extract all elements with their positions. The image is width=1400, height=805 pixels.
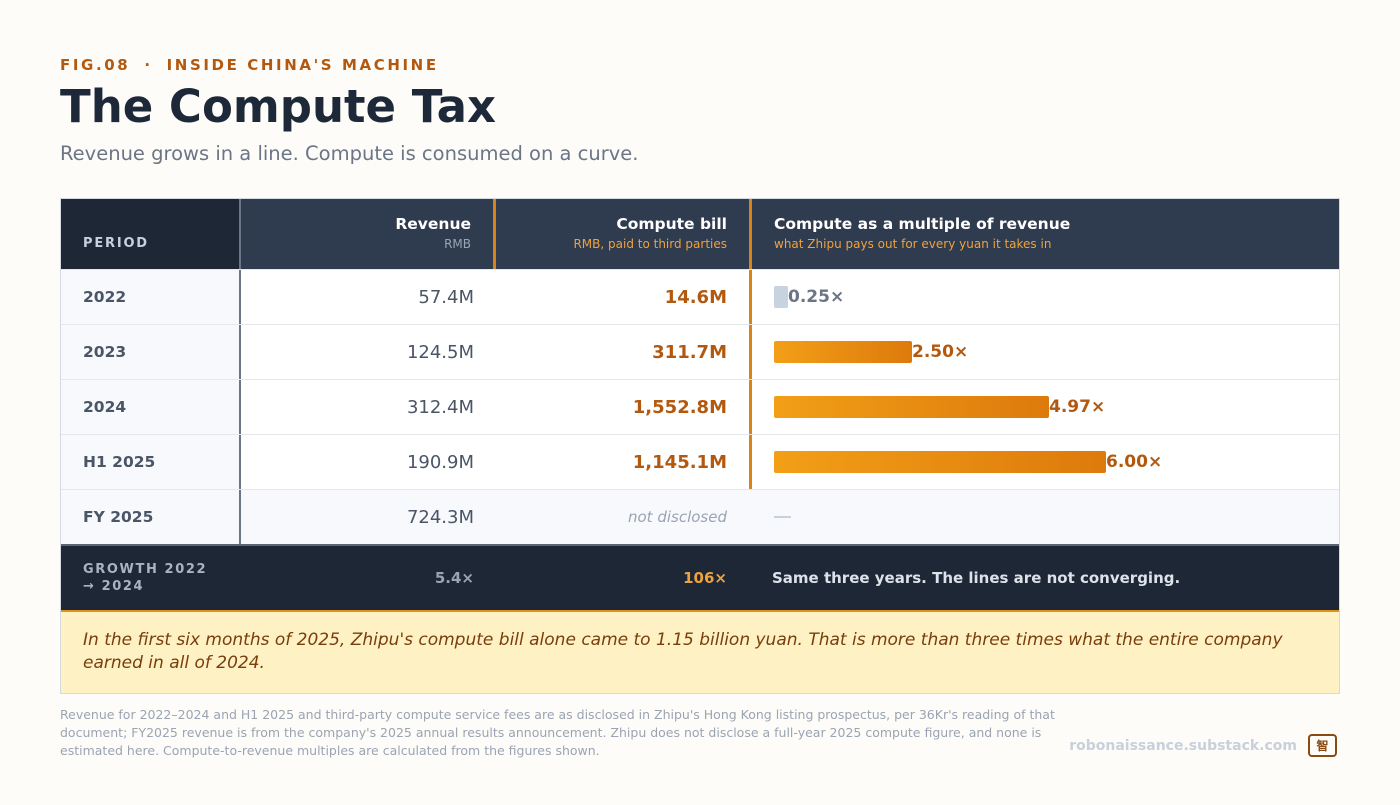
row-compute: not disclosed bbox=[628, 508, 727, 526]
page-subtitle: Revenue grows in a line. Compute is cons… bbox=[60, 142, 639, 165]
header-compute: Compute bill RMB, paid to third parties bbox=[496, 199, 752, 269]
table-row: FY 2025 724.3M not disclosed bbox=[61, 489, 1339, 544]
multiple-label: 2.50× bbox=[912, 342, 969, 362]
header-compute-label: Compute bill bbox=[616, 215, 727, 233]
header-multiple-label: Compute as a multiple of revenue bbox=[774, 215, 1071, 233]
multiple-bar bbox=[774, 396, 1049, 418]
row-multiple: 4.97× bbox=[752, 396, 1339, 418]
row-period: 2023 bbox=[61, 325, 241, 379]
row-compute: 1,552.8M bbox=[496, 380, 752, 434]
table-row: H1 2025 190.9M 1,145.1M 6.00× bbox=[61, 434, 1339, 489]
multiple-label: 4.97× bbox=[1049, 397, 1106, 417]
row-compute: 14.6M bbox=[496, 270, 752, 324]
multiple-label: 0.25× bbox=[788, 287, 845, 307]
row-period: 2024 bbox=[61, 380, 241, 434]
row-revenue: 57.4M bbox=[418, 286, 474, 308]
row-period: H1 2025 bbox=[61, 435, 241, 489]
header-revenue: Revenue RMB bbox=[241, 199, 496, 269]
header-multiple-note: what Zhipu pays out for every yuan it ta… bbox=[774, 237, 1052, 251]
site-link[interactable]: robonaissance.substack.com bbox=[1069, 738, 1297, 754]
header-revenue-unit: RMB bbox=[444, 237, 471, 251]
row-multiple: 2.50× bbox=[752, 341, 1339, 363]
eyebrow-separator: · bbox=[144, 56, 153, 74]
fig-number: FIG.08 bbox=[60, 56, 131, 74]
table-row: 2024 312.4M 1,552.8M 4.97× bbox=[61, 379, 1339, 434]
growth-label: GROWTH 2022 → 2024 bbox=[61, 561, 241, 595]
logo-badge: 智 bbox=[1308, 734, 1337, 757]
multiple-label: 6.00× bbox=[1106, 452, 1163, 472]
multiple-bar bbox=[774, 341, 912, 363]
row-compute: 311.7M bbox=[496, 325, 752, 379]
row-multiple: 0.25× bbox=[752, 286, 1339, 308]
row-revenue: 724.3M bbox=[406, 506, 474, 528]
eyebrow: FIG.08 · INSIDE CHINA'S MACHINE bbox=[60, 56, 439, 74]
header-compute-unit: RMB, paid to third parties bbox=[573, 237, 727, 251]
growth-note: Same three years. The lines are not conv… bbox=[772, 569, 1181, 587]
header-revenue-label: Revenue bbox=[395, 215, 471, 233]
growth-compute: 106× bbox=[683, 569, 727, 587]
row-revenue: 124.5M bbox=[406, 341, 474, 363]
header-period: PERIOD bbox=[61, 199, 241, 269]
data-table: PERIOD Revenue RMB Compute bill RMB, pai… bbox=[60, 198, 1340, 694]
series-name: INSIDE CHINA'S MACHINE bbox=[166, 56, 439, 74]
growth-label-line1: GROWTH 2022 bbox=[83, 562, 208, 577]
table-row: 2023 124.5M 311.7M 2.50× bbox=[61, 324, 1339, 379]
footnote: Revenue for 2022–2024 and H1 2025 and th… bbox=[60, 707, 1055, 758]
growth-row: GROWTH 2022 → 2024 5.4× 106× Same three … bbox=[61, 544, 1339, 610]
header-multiple: Compute as a multiple of revenue what Zh… bbox=[752, 199, 1339, 269]
table-body: 2022 57.4M 14.6M 0.25× 2023 124.5M 311.7M 2.50×… bbox=[61, 269, 1339, 544]
growth-revenue: 5.4× bbox=[434, 569, 474, 587]
table-header: PERIOD Revenue RMB Compute bill RMB, pai… bbox=[61, 199, 1339, 269]
page-title: The Compute Tax bbox=[60, 80, 496, 133]
row-revenue: 190.9M bbox=[406, 451, 474, 473]
growth-label-line2: → 2024 bbox=[83, 579, 145, 594]
multiple-bar bbox=[774, 286, 788, 308]
row-multiple bbox=[752, 516, 1339, 518]
table-row: 2022 57.4M 14.6M 0.25× bbox=[61, 269, 1339, 324]
row-multiple: 6.00× bbox=[752, 451, 1339, 473]
row-revenue: 312.4M bbox=[406, 396, 474, 418]
row-compute: 1,145.1M bbox=[496, 435, 752, 489]
multiple-bar bbox=[774, 451, 1106, 473]
row-period: 2022 bbox=[61, 270, 241, 324]
callout: In the first six months of 2025, Zhipu's… bbox=[61, 610, 1339, 693]
no-data-dash bbox=[774, 516, 791, 518]
row-period: FY 2025 bbox=[61, 490, 241, 544]
